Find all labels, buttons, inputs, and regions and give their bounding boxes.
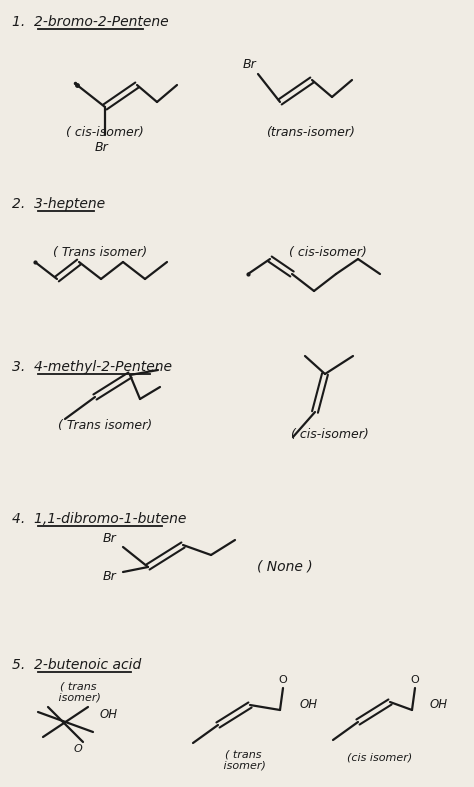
Text: Br: Br bbox=[243, 57, 257, 71]
Text: ( Trans isomer): ( Trans isomer) bbox=[53, 246, 147, 258]
Text: O: O bbox=[410, 675, 419, 685]
Text: ( Trans isomer): ( Trans isomer) bbox=[58, 419, 152, 431]
Text: 4.  1,1-dibromo-1-butene: 4. 1,1-dibromo-1-butene bbox=[12, 512, 186, 526]
Text: 5.  2-butenoic acid: 5. 2-butenoic acid bbox=[12, 658, 141, 672]
Text: 3.  4-methyl-2-Pentene: 3. 4-methyl-2-Pentene bbox=[12, 360, 172, 374]
Text: OH: OH bbox=[300, 699, 318, 711]
Text: ( cis-isomer): ( cis-isomer) bbox=[291, 427, 369, 441]
Text: (cis isomer): (cis isomer) bbox=[347, 752, 413, 762]
Text: ( cis-isomer): ( cis-isomer) bbox=[289, 246, 367, 258]
Text: O: O bbox=[73, 744, 82, 754]
Text: OH: OH bbox=[430, 699, 448, 711]
Text: ( trans
 isomer): ( trans isomer) bbox=[55, 682, 101, 703]
Text: 2.  3-heptene: 2. 3-heptene bbox=[12, 197, 105, 211]
Text: ( None ): ( None ) bbox=[257, 560, 313, 574]
Text: ( trans
 isomer): ( trans isomer) bbox=[220, 749, 266, 770]
Text: Br: Br bbox=[95, 141, 109, 153]
Text: Br: Br bbox=[103, 533, 117, 545]
Text: Br: Br bbox=[103, 571, 117, 583]
Text: OH: OH bbox=[100, 708, 118, 722]
Text: 1.  2-bromo-2-Pentene: 1. 2-bromo-2-Pentene bbox=[12, 15, 169, 29]
Text: (trans-isomer): (trans-isomer) bbox=[265, 125, 355, 139]
Text: O: O bbox=[279, 675, 287, 685]
Text: ( cis-isomer): ( cis-isomer) bbox=[66, 125, 144, 139]
